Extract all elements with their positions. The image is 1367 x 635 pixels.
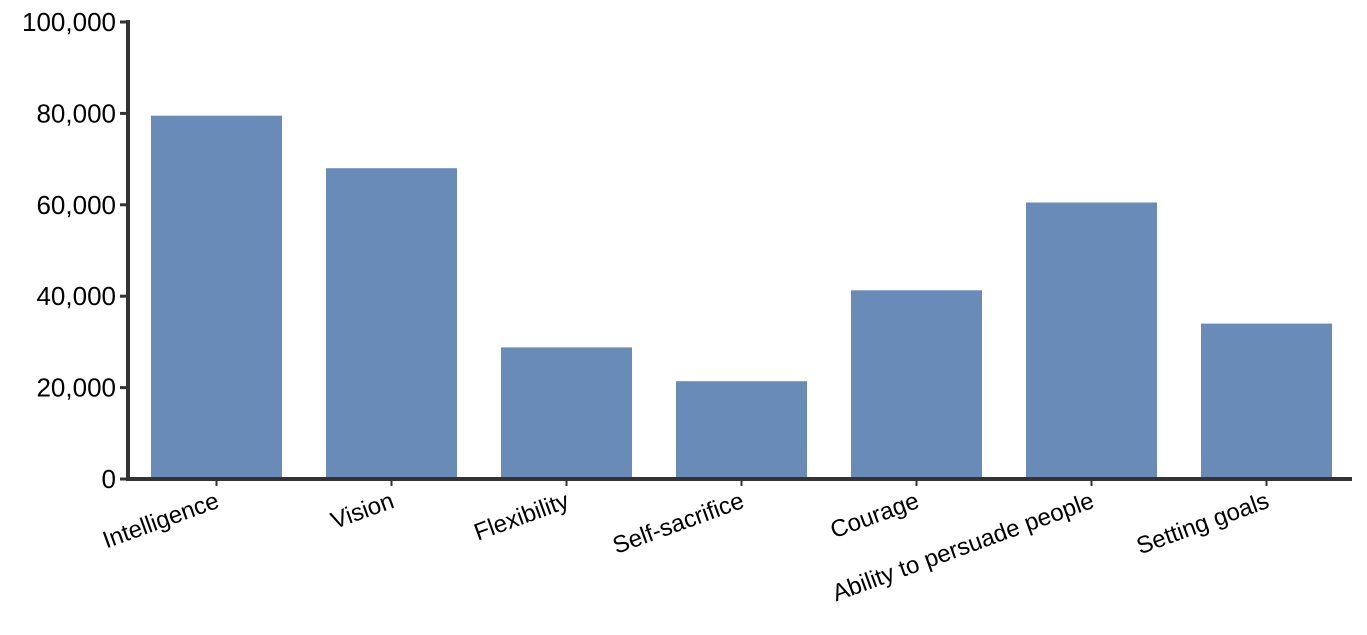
- y-axis-ticks: 0 20,000 40,000 60,000 80,000 100,000: [22, 7, 128, 494]
- x-category-label: Courage: [827, 487, 923, 544]
- y-tick-label: 40,000: [36, 281, 116, 311]
- bar-self-sacrifice: [676, 381, 807, 479]
- x-category-label: Setting goals: [1133, 487, 1273, 560]
- y-tick-label: 80,000: [36, 98, 116, 128]
- y-tick-label: 100,000: [22, 7, 116, 37]
- x-axis-labels: Intelligence Vision Flexibility Self-sacrif…: [99, 479, 1273, 607]
- bar-vision: [326, 168, 457, 479]
- bars-layer: [151, 115, 1332, 479]
- bar-flexibility: [501, 347, 632, 479]
- bar-setting-goals: [1201, 323, 1332, 479]
- bar-intelligence: [151, 115, 282, 479]
- x-category-label: Flexibility: [471, 487, 573, 546]
- y-tick-label: 20,000: [36, 373, 116, 403]
- y-tick-label: 0: [102, 464, 116, 494]
- bar-courage: [851, 290, 982, 479]
- bar-ability-to-persuade-people: [1026, 202, 1157, 479]
- x-category-label: Intelligence: [99, 487, 222, 554]
- x-category-label: Vision: [327, 487, 397, 535]
- x-category-label: Self-sacrifice: [609, 487, 747, 559]
- y-tick-label: 60,000: [36, 190, 116, 220]
